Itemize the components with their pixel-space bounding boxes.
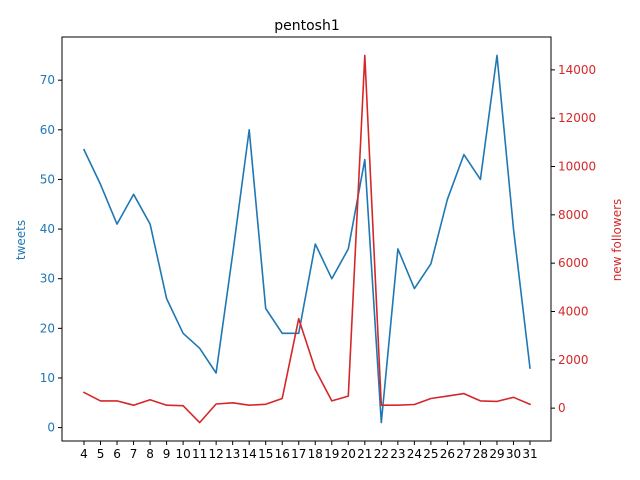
y-left-tick-label: 30 bbox=[40, 272, 55, 286]
y-right-tick-label: 14000 bbox=[558, 63, 596, 77]
x-tick-label: 15 bbox=[258, 447, 273, 461]
x-tick-label: 21 bbox=[357, 447, 372, 461]
x-tick-label: 25 bbox=[423, 447, 438, 461]
chart-marks: 4 5 6 7 8 9 10 11 12 13 14 15 16 17 18 19 20 21 22 23 24 25 26… bbox=[40, 54, 596, 461]
y-left-tick-label: 50 bbox=[40, 172, 55, 186]
y-right-tick-label: 4000 bbox=[558, 304, 589, 318]
y-left-tick-label: 10 bbox=[40, 371, 55, 385]
x-tick-label: 29 bbox=[489, 447, 504, 461]
x-tick-label: 26 bbox=[440, 447, 455, 461]
y-left-tick-label: 0 bbox=[47, 421, 55, 435]
series-line-new-followers bbox=[82, 54, 532, 424]
y-left-tick-label: 60 bbox=[40, 123, 55, 137]
x-tick-label: 20 bbox=[341, 447, 356, 461]
y-axis-right-label: new followers bbox=[610, 199, 624, 282]
x-tick-label: 31 bbox=[522, 447, 537, 461]
x-tick-label: 22 bbox=[374, 447, 389, 461]
y-right-tick-label: 10000 bbox=[558, 160, 596, 174]
x-tick-label: 18 bbox=[308, 447, 323, 461]
x-tick-label: 19 bbox=[324, 447, 339, 461]
x-tick-label: 14 bbox=[242, 447, 257, 461]
x-tick-label: 24 bbox=[407, 447, 422, 461]
x-tick-label: 5 bbox=[97, 447, 105, 461]
x-tick-label: 12 bbox=[209, 447, 224, 461]
x-tick-label: 6 bbox=[113, 447, 121, 461]
x-tick-label: 7 bbox=[130, 447, 138, 461]
x-tick-label: 27 bbox=[456, 447, 471, 461]
plot-frame bbox=[61, 36, 552, 442]
x-tick-label: 4 bbox=[80, 447, 88, 461]
x-tick-label: 30 bbox=[506, 447, 521, 461]
y-right-tick-label: 6000 bbox=[558, 256, 589, 270]
x-tick-label: 10 bbox=[175, 447, 190, 461]
y-right-tick-label: 12000 bbox=[558, 111, 596, 125]
y-right-tick-label: 2000 bbox=[558, 353, 589, 367]
x-tick-label: 23 bbox=[390, 447, 405, 461]
x-tick-label: 11 bbox=[192, 447, 207, 461]
y-right-tick-label: 0 bbox=[558, 401, 566, 415]
y-left-tick-label: 40 bbox=[40, 222, 55, 236]
y-left-tick-label: 20 bbox=[40, 321, 55, 335]
y-axis-left-label: tweets bbox=[14, 220, 28, 260]
x-tick-label: 13 bbox=[225, 447, 240, 461]
x-tick-label: 9 bbox=[163, 447, 171, 461]
x-tick-label: 28 bbox=[473, 447, 488, 461]
chart-title: pentosh1 bbox=[274, 18, 340, 34]
x-tick-label: 16 bbox=[275, 447, 290, 461]
x-tick-label: 8 bbox=[146, 447, 154, 461]
x-tick-label: 17 bbox=[291, 447, 306, 461]
y-right-tick-label: 8000 bbox=[558, 208, 589, 222]
series-line-tweets bbox=[82, 54, 531, 424]
y-left-tick-label: 70 bbox=[40, 73, 55, 87]
